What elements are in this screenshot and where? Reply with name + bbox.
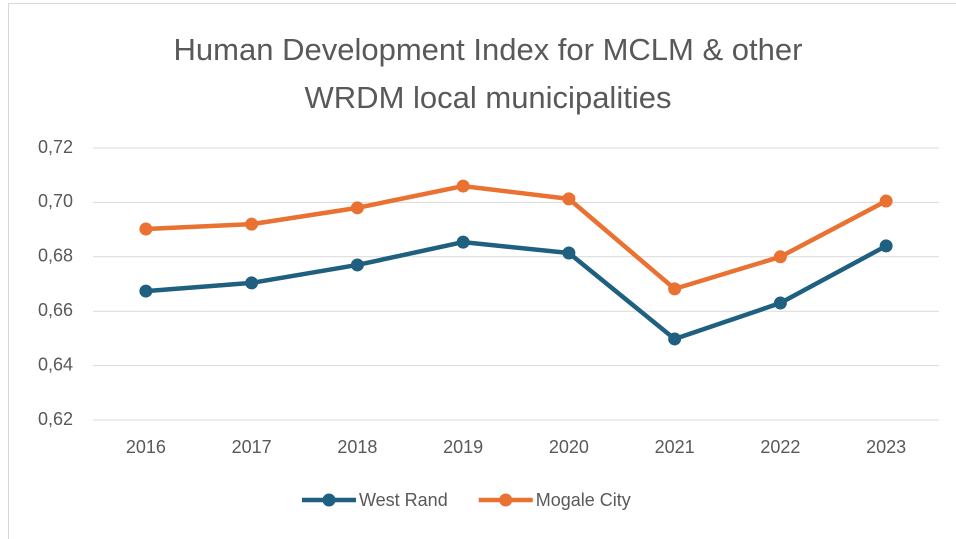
legend-label: West Rand [359, 490, 448, 510]
x-tick-label: 2016 [126, 437, 166, 457]
legend-marker [499, 493, 513, 507]
x-tick-label: 2020 [549, 437, 589, 457]
y-tick-label: 0,70 [38, 191, 73, 211]
y-tick-label: 0,66 [38, 300, 73, 320]
data-point [245, 276, 259, 290]
data-point [562, 246, 576, 260]
data-point [139, 284, 153, 298]
data-point [456, 179, 470, 193]
data-point [879, 194, 893, 208]
chart-title: Human Development Index for MCLM & other [174, 32, 803, 67]
series-line [145, 183, 888, 292]
y-tick-label: 0,62 [38, 409, 73, 429]
data-point [139, 222, 153, 236]
chart-frame [8, 3, 956, 539]
data-point [773, 296, 787, 310]
y-tick-label: 0,68 [38, 246, 73, 266]
series-line [145, 239, 888, 342]
x-tick-label: 2023 [866, 437, 906, 457]
data-point [350, 201, 364, 215]
data-point [562, 192, 576, 206]
y-tick-label: 0,72 [38, 137, 73, 157]
y-tick-label: 0,64 [38, 354, 73, 374]
data-point [456, 235, 470, 249]
x-tick-label: 2022 [760, 437, 800, 457]
legend-marker [322, 493, 336, 507]
x-tick-label: 2017 [232, 437, 272, 457]
data-point [668, 282, 682, 296]
data-point [668, 332, 682, 346]
legend-label: Mogale City [536, 490, 631, 510]
x-tick-label: 2021 [655, 437, 695, 457]
x-tick-label: 2019 [443, 437, 483, 457]
data-point [350, 258, 364, 272]
data-point [245, 217, 259, 231]
data-point [879, 239, 893, 253]
data-point [773, 250, 787, 264]
chart-title: WRDM local municipalities [305, 80, 672, 115]
x-tick-label: 2018 [337, 437, 377, 457]
